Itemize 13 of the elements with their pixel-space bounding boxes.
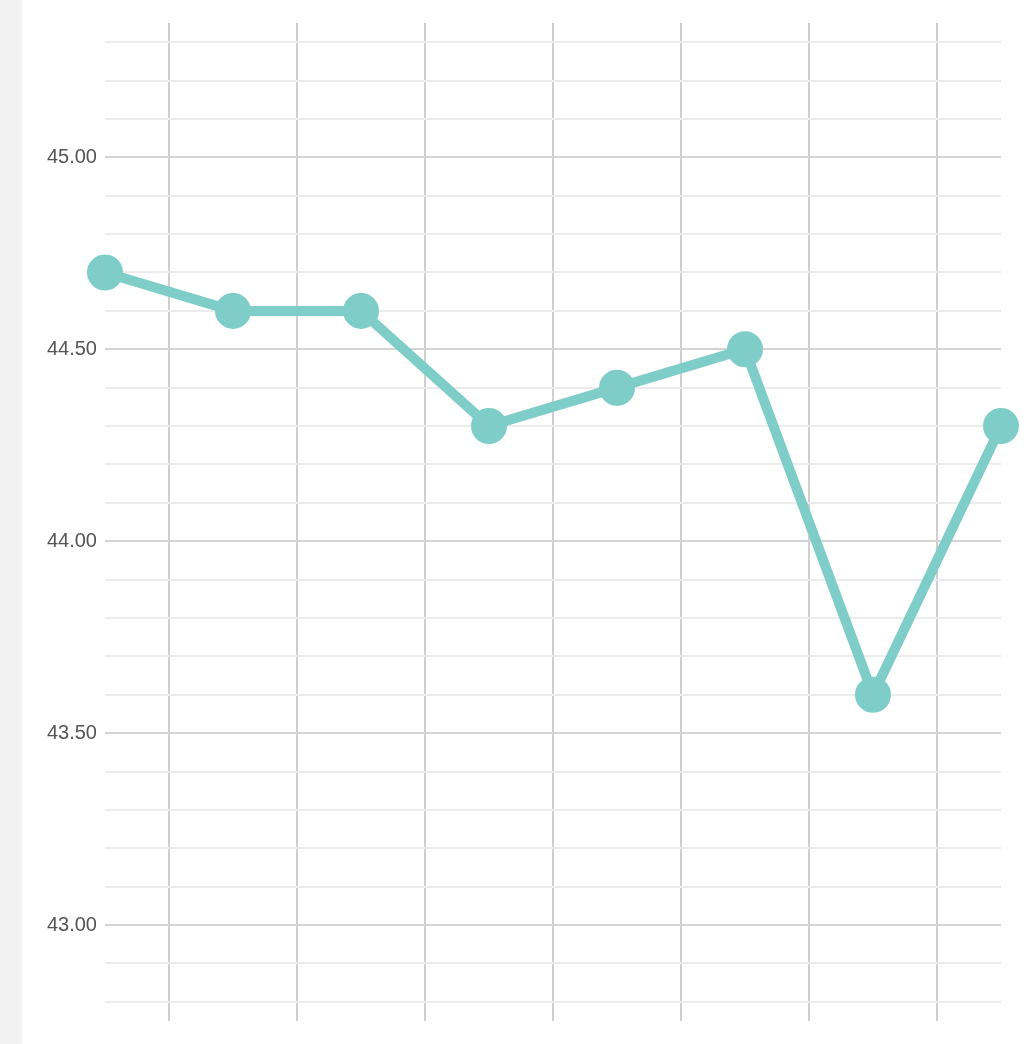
y-tick-label: 44.50 [46,336,97,359]
point [983,408,1019,445]
point [471,408,507,445]
y-tick-label: 43.50 [46,720,97,743]
point [727,331,763,368]
y-tick-label: 44.00 [46,528,97,551]
point [855,676,891,713]
point [87,254,123,291]
point [599,369,635,406]
point [215,292,251,329]
point [343,292,379,329]
y-tick-label: 45.00 [46,144,97,167]
y-tick-label: 43.00 [46,912,97,935]
